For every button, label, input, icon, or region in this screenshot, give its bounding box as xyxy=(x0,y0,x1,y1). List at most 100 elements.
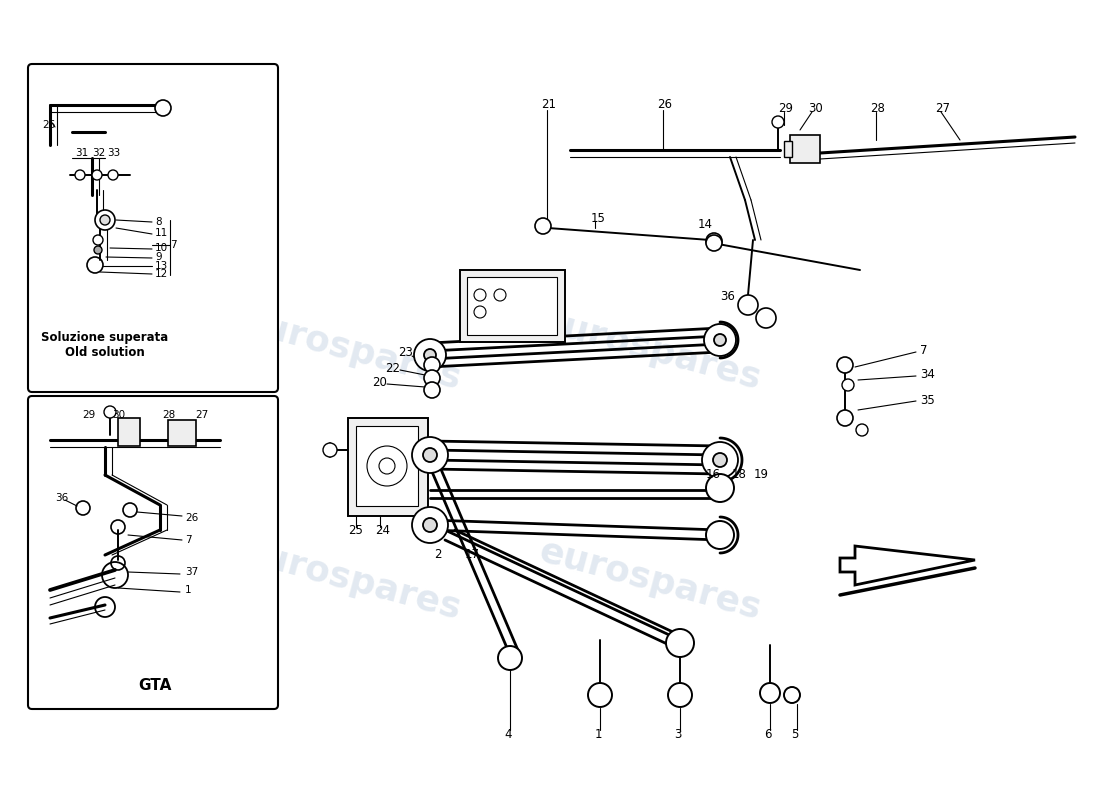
Text: 21: 21 xyxy=(541,98,556,111)
Circle shape xyxy=(714,334,726,346)
Circle shape xyxy=(668,683,692,707)
Text: GTA: GTA xyxy=(139,678,172,693)
Text: 7: 7 xyxy=(185,535,191,545)
Text: 4: 4 xyxy=(504,729,512,742)
Circle shape xyxy=(706,474,734,502)
Circle shape xyxy=(412,507,448,543)
Text: 23: 23 xyxy=(398,346,412,359)
Text: 1: 1 xyxy=(594,729,602,742)
Text: 27: 27 xyxy=(195,410,208,420)
Circle shape xyxy=(856,424,868,436)
Text: 24: 24 xyxy=(375,523,390,537)
Circle shape xyxy=(424,357,440,373)
Circle shape xyxy=(498,646,522,670)
Circle shape xyxy=(837,357,852,373)
Text: 31: 31 xyxy=(75,148,88,158)
Circle shape xyxy=(666,629,694,657)
Text: 14: 14 xyxy=(698,218,713,231)
Text: 34: 34 xyxy=(920,369,935,382)
Text: eurospares: eurospares xyxy=(536,304,764,396)
Circle shape xyxy=(155,100,170,116)
Text: 30: 30 xyxy=(112,410,125,420)
Text: 2: 2 xyxy=(434,549,441,562)
Text: 3: 3 xyxy=(674,729,682,742)
Circle shape xyxy=(837,410,852,426)
Text: 16: 16 xyxy=(706,469,721,482)
Circle shape xyxy=(588,683,612,707)
Circle shape xyxy=(424,382,440,398)
Text: 30: 30 xyxy=(808,102,823,114)
Circle shape xyxy=(535,218,551,234)
Text: 5: 5 xyxy=(791,729,799,742)
Bar xyxy=(790,135,820,163)
Text: eurospares: eurospares xyxy=(235,534,465,626)
Text: 8: 8 xyxy=(155,217,162,227)
Circle shape xyxy=(94,235,103,245)
Text: 1: 1 xyxy=(185,585,191,595)
Circle shape xyxy=(738,295,758,315)
Text: eurospares: eurospares xyxy=(536,534,764,626)
Bar xyxy=(168,420,196,446)
Text: 36: 36 xyxy=(55,493,68,503)
Circle shape xyxy=(100,215,110,225)
Text: 35: 35 xyxy=(920,394,935,406)
Circle shape xyxy=(412,437,448,473)
Text: 26: 26 xyxy=(42,120,55,130)
Text: 12: 12 xyxy=(155,269,168,279)
Circle shape xyxy=(424,448,437,462)
Text: 27: 27 xyxy=(935,102,950,114)
Bar xyxy=(784,141,792,157)
Text: 28: 28 xyxy=(162,410,175,420)
Text: 29: 29 xyxy=(82,410,96,420)
Circle shape xyxy=(706,521,734,549)
Text: 20: 20 xyxy=(372,377,387,390)
Bar xyxy=(348,418,428,516)
Text: eurospares: eurospares xyxy=(235,304,465,396)
Text: 9: 9 xyxy=(155,252,162,262)
Text: 26: 26 xyxy=(657,98,672,111)
Text: 32: 32 xyxy=(92,148,106,158)
Circle shape xyxy=(772,116,784,128)
Text: 18: 18 xyxy=(732,469,747,482)
Circle shape xyxy=(323,443,337,457)
Circle shape xyxy=(104,406,116,418)
Text: 7: 7 xyxy=(170,240,177,250)
Circle shape xyxy=(713,453,727,467)
Text: 25: 25 xyxy=(348,523,363,537)
Text: 33: 33 xyxy=(107,148,120,158)
Circle shape xyxy=(95,210,116,230)
Circle shape xyxy=(842,379,854,391)
Text: 29: 29 xyxy=(778,102,793,114)
Circle shape xyxy=(704,324,736,356)
Text: 10: 10 xyxy=(155,243,168,253)
FancyBboxPatch shape xyxy=(28,396,278,709)
Text: 36: 36 xyxy=(720,290,735,302)
Circle shape xyxy=(760,683,780,703)
Text: 7: 7 xyxy=(920,343,927,357)
Text: 28: 28 xyxy=(870,102,884,114)
Text: 15: 15 xyxy=(591,211,606,225)
Circle shape xyxy=(108,170,118,180)
Circle shape xyxy=(75,170,85,180)
Circle shape xyxy=(94,246,102,254)
Text: 22: 22 xyxy=(385,362,400,374)
Text: 26: 26 xyxy=(185,513,198,523)
Text: 37: 37 xyxy=(185,567,198,577)
Circle shape xyxy=(92,170,102,180)
Circle shape xyxy=(706,233,722,249)
Bar xyxy=(468,277,557,335)
FancyBboxPatch shape xyxy=(28,64,278,392)
Circle shape xyxy=(784,687,800,703)
Circle shape xyxy=(424,370,440,386)
Circle shape xyxy=(414,339,446,371)
Circle shape xyxy=(706,235,722,251)
Text: 11: 11 xyxy=(155,228,168,238)
Text: 17: 17 xyxy=(465,549,480,562)
Circle shape xyxy=(424,349,436,361)
Text: 19: 19 xyxy=(754,469,769,482)
Text: 13: 13 xyxy=(155,261,168,271)
Bar xyxy=(118,418,140,446)
Text: Soluzione superata
Old solution: Soluzione superata Old solution xyxy=(42,331,168,359)
Circle shape xyxy=(756,308,775,328)
Bar xyxy=(356,426,418,506)
